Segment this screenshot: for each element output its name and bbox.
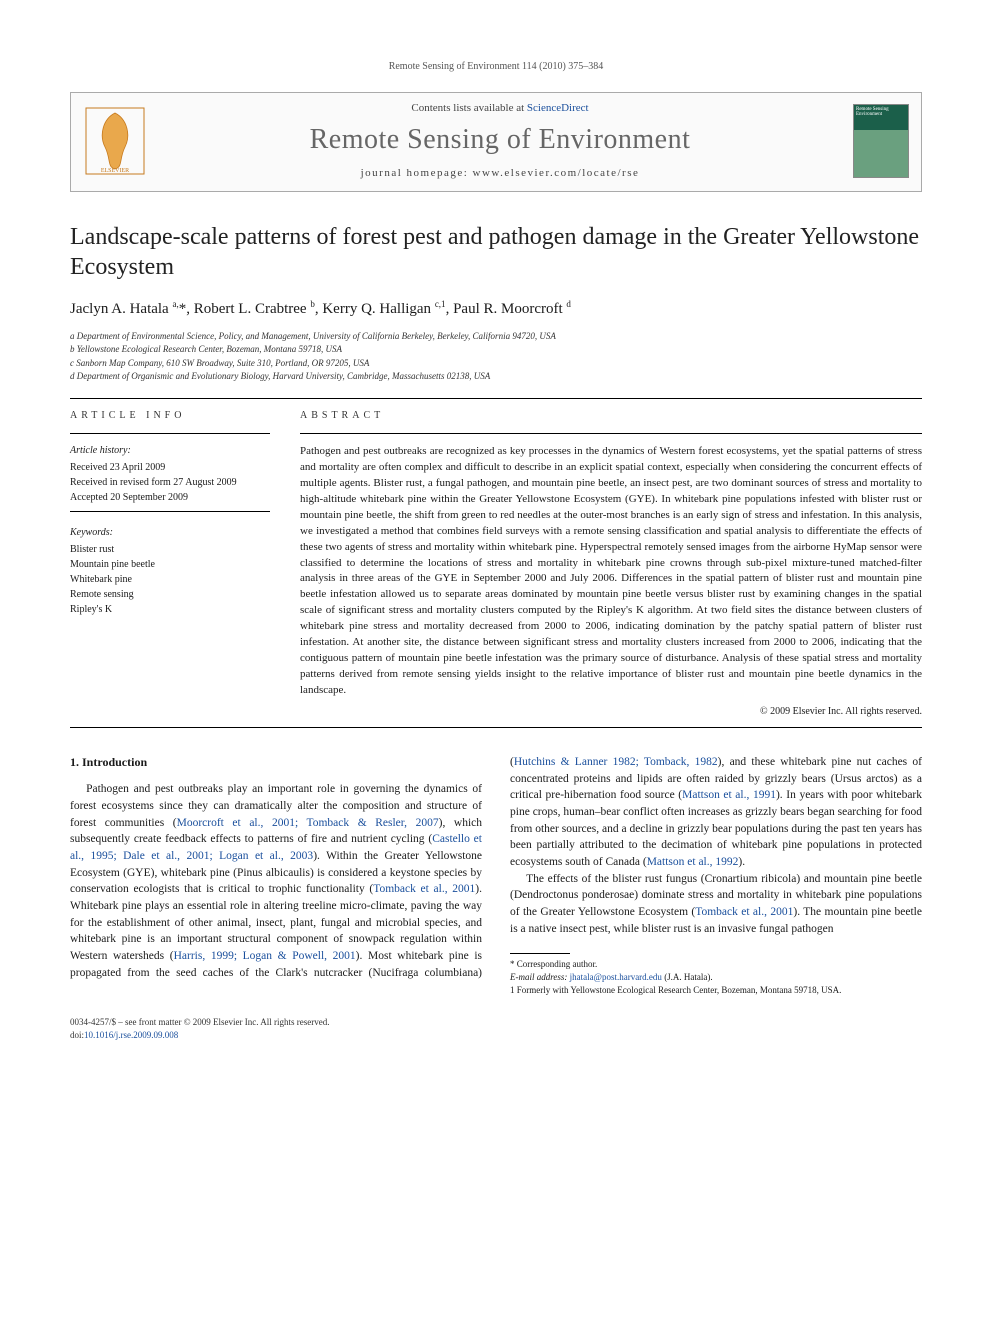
citation-link[interactable]: Harris, 1999; Logan & Powell, 2001	[174, 950, 356, 962]
affiliation-b: b Yellowstone Ecological Research Center…	[70, 343, 922, 357]
footnotes-block: * Corresponding author. E-mail address: …	[510, 953, 922, 996]
history-accepted: Accepted 20 September 2009	[70, 490, 270, 505]
body-columns: 1. Introduction Pathogen and pest outbre…	[70, 754, 922, 996]
section-1-heading: 1. Introduction	[70, 754, 482, 771]
abs-rule-1	[300, 433, 922, 434]
abstract-column: ABSTRACT Pathogen and pest outbreaks are…	[300, 409, 922, 719]
footnote-rule	[510, 953, 570, 954]
keyword-3: Whitebark pine	[70, 572, 270, 587]
citation-link[interactable]: Tomback et al., 2001	[373, 883, 475, 895]
info-rule-2	[70, 511, 270, 512]
footer-line-1: 0034-4257/$ – see front matter © 2009 El…	[70, 1016, 922, 1029]
article-title: Landscape-scale patterns of forest pest …	[70, 222, 922, 282]
citation-link[interactable]: Hutchins & Lanner 1982; Tomback, 1982	[514, 756, 718, 768]
keyword-1: Blister rust	[70, 542, 270, 557]
abstract-heading: ABSTRACT	[300, 409, 922, 423]
homepage-prefix: journal homepage:	[361, 167, 473, 179]
journal-homepage: journal homepage: www.elsevier.com/locat…	[161, 166, 839, 181]
journal-name: Remote Sensing of Environment	[161, 120, 839, 159]
doi-label: doi:	[70, 1030, 84, 1040]
article-history-label: Article history:	[70, 444, 270, 458]
authors-line: Jaclyn A. Hatala a,*, Robert L. Crabtree…	[70, 298, 922, 320]
footnote-1: 1 Formerly with Yellowstone Ecological R…	[510, 984, 922, 997]
masthead-center: Contents lists available at ScienceDirec…	[161, 101, 839, 181]
affiliation-a: a Department of Environmental Science, P…	[70, 330, 922, 344]
corresponding-email-link[interactable]: jhatala@post.harvard.edu	[570, 972, 662, 982]
email-after: (J.A. Hatala).	[662, 972, 713, 982]
sciencedirect-link[interactable]: ScienceDirect	[527, 102, 589, 114]
citation-link[interactable]: Moorcroft et al., 2001; Tomback & Resler…	[177, 817, 439, 829]
citation-link[interactable]: Mattson et al., 1991	[682, 789, 776, 801]
contents-prefix: Contents lists available at	[411, 102, 526, 114]
doi-link[interactable]: 10.1016/j.rse.2009.09.008	[84, 1030, 178, 1040]
abstract-text: Pathogen and pest outbreaks are recogniz…	[300, 444, 922, 699]
info-abstract-row: ARTICLE INFO Article history: Received 2…	[70, 409, 922, 719]
affiliation-c: c Sanborn Map Company, 610 SW Broadway, …	[70, 357, 922, 371]
info-rule-1	[70, 433, 270, 434]
email-label: E-mail address:	[510, 972, 570, 982]
keyword-5: Ripley's K	[70, 602, 270, 617]
footnote-email-line: E-mail address: jhatala@post.harvard.edu…	[510, 971, 922, 984]
rule-top	[70, 398, 922, 399]
abstract-copyright: © 2009 Elsevier Inc. All rights reserved…	[300, 705, 922, 719]
keywords-label: Keywords:	[70, 526, 270, 540]
homepage-url: www.elsevier.com/locate/rse	[473, 167, 640, 179]
footnote-corresponding: * Corresponding author.	[510, 958, 922, 971]
footer-doi-line: doi:10.1016/j.rse.2009.09.008	[70, 1029, 922, 1042]
history-received: Received 23 April 2009	[70, 460, 270, 475]
citation-link[interactable]: Mattson et al., 1992	[647, 856, 739, 868]
section-1-para-2: The effects of the blister rust fungus (…	[510, 871, 922, 938]
keyword-2: Mountain pine beetle	[70, 557, 270, 572]
journal-masthead: ELSEVIER Contents lists available at Sci…	[70, 92, 922, 192]
affiliations: a Department of Environmental Science, P…	[70, 330, 922, 384]
page: Remote Sensing of Environment 114 (2010)…	[0, 0, 992, 1081]
elsevier-logo-icon: ELSEVIER	[83, 105, 147, 177]
citation-link[interactable]: Tomback et al., 2001	[695, 906, 793, 918]
keyword-4: Remote sensing	[70, 587, 270, 602]
journal-cover-thumb-icon: Remote Sensing Environment	[853, 104, 909, 178]
article-info-column: ARTICLE INFO Article history: Received 2…	[70, 409, 270, 719]
running-head: Remote Sensing of Environment 114 (2010)…	[70, 60, 922, 74]
contents-available-line: Contents lists available at ScienceDirec…	[161, 101, 839, 116]
rule-bottom	[70, 727, 922, 728]
affiliation-d: d Department of Organismic and Evolution…	[70, 370, 922, 384]
svg-text:ELSEVIER: ELSEVIER	[101, 168, 129, 174]
history-revised: Received in revised form 27 August 2009	[70, 475, 270, 490]
page-footer: 0034-4257/$ – see front matter © 2009 El…	[70, 1016, 922, 1041]
article-info-heading: ARTICLE INFO	[70, 409, 270, 423]
